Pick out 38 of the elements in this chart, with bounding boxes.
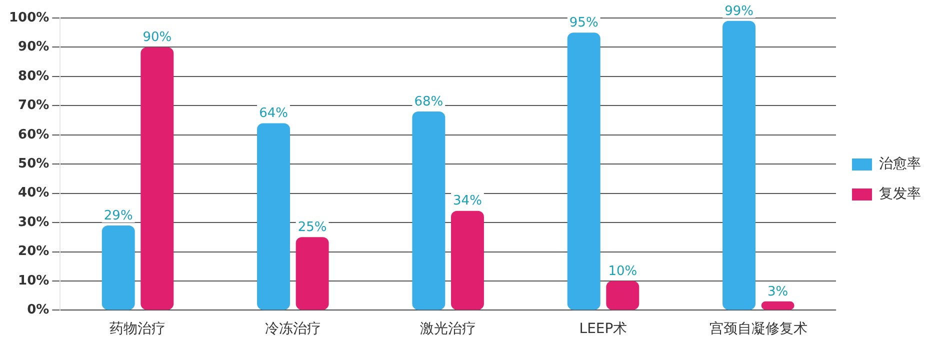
x-tick-label: 冷冻治疗 <box>264 321 321 338</box>
data-label: 34% <box>453 194 482 209</box>
bar <box>102 225 135 310</box>
data-label: 64% <box>259 106 288 122</box>
data-label: 95% <box>569 15 598 30</box>
y-tick-label: 20% <box>18 244 50 260</box>
data-label: 25% <box>298 220 327 236</box>
legend-label: 治愈率 <box>879 156 921 172</box>
y-tick-label: 80% <box>18 68 50 84</box>
bar <box>722 20 756 310</box>
y-tick-label: 70% <box>18 98 50 114</box>
y-tick-label: 90% <box>18 40 50 55</box>
y-tick-label: 0% <box>27 302 50 318</box>
y-tick-label: 10% <box>18 273 50 288</box>
y-tick-label: 30% <box>18 214 50 230</box>
x-tick-label: 激光治疗 <box>420 321 476 338</box>
y-tick-label: 100% <box>8 10 50 26</box>
bar <box>140 47 174 310</box>
x-tick-label: 宫颈自凝修复术 <box>709 321 808 338</box>
data-label: 99% <box>724 4 754 19</box>
bar <box>761 301 794 310</box>
data-label: 3% <box>768 284 788 300</box>
x-tick-label: LEEP术 <box>579 321 628 338</box>
y-tick-label: 40% <box>18 186 50 201</box>
y-tick-label: 50% <box>18 156 50 172</box>
bar <box>257 123 290 310</box>
legend-label: 复发率 <box>879 186 921 202</box>
data-label: 68% <box>414 94 444 110</box>
data-label: 10% <box>608 264 638 279</box>
bar <box>567 32 600 310</box>
bar <box>450 210 484 310</box>
y-tick-label: 60% <box>18 127 50 142</box>
bar <box>606 280 640 310</box>
x-tick-label: 药物治疗 <box>110 321 166 338</box>
bar <box>296 237 329 310</box>
bar <box>412 112 446 310</box>
data-label: 90% <box>142 30 172 46</box>
data-label: 29% <box>104 208 133 224</box>
